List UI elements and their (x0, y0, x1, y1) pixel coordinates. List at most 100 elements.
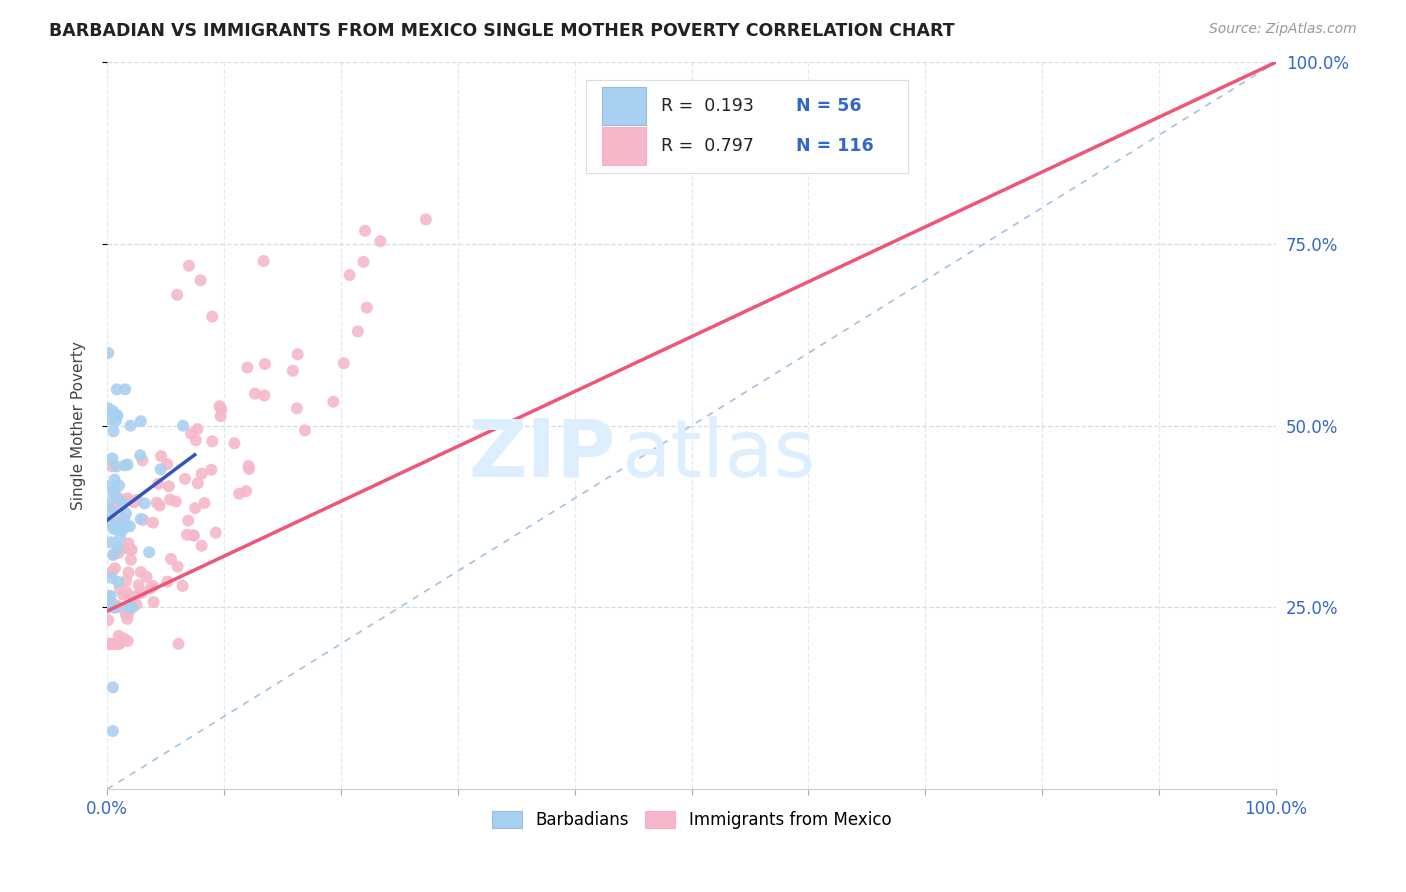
Point (128, 586, 150, 600)
Point (97, 346, 120, 360)
Point (142, 579, 165, 593)
Point (115, 507, 138, 521)
Y-axis label: Single Mother Poverty: Single Mother Poverty (72, 342, 86, 510)
Point (121, 590, 143, 604)
FancyBboxPatch shape (602, 127, 645, 165)
Point (287, 347, 309, 361)
Point (129, 565, 152, 579)
Point (111, 492, 134, 507)
Point (224, 436, 246, 450)
Point (114, 458, 136, 473)
Point (101, 512, 124, 526)
Point (115, 519, 138, 533)
Point (104, 408, 127, 422)
Point (118, 542, 141, 557)
Point (104, 598, 127, 612)
Point (149, 499, 172, 513)
Point (209, 402, 232, 417)
Point (354, 224, 377, 238)
Point (112, 632, 135, 646)
Point (145, 496, 167, 510)
Point (104, 561, 127, 575)
Point (149, 462, 172, 476)
Point (132, 513, 155, 527)
Point (97, 600, 120, 615)
Text: ZIP: ZIP (468, 416, 616, 494)
Point (117, 600, 139, 615)
Point (97, 497, 120, 511)
Point (138, 545, 160, 559)
Point (107, 409, 129, 423)
Point (125, 493, 148, 508)
Point (165, 494, 187, 508)
Point (97, 401, 120, 416)
Point (117, 606, 139, 620)
Point (134, 496, 156, 510)
Point (190, 273, 212, 287)
Point (150, 449, 173, 463)
Point (184, 434, 207, 448)
Point (100, 459, 122, 474)
Point (356, 301, 378, 315)
Point (243, 386, 266, 401)
Point (108, 530, 131, 544)
Point (184, 501, 207, 516)
Point (101, 516, 124, 531)
Text: R =  0.797: R = 0.797 (661, 136, 754, 155)
Point (105, 491, 128, 505)
Point (285, 401, 308, 416)
Point (131, 453, 153, 467)
Point (193, 496, 215, 510)
Point (101, 565, 124, 579)
Point (125, 598, 148, 612)
Point (98, 512, 121, 526)
Point (107, 599, 129, 614)
Point (186, 422, 208, 436)
Point (101, 637, 124, 651)
Point (117, 491, 139, 506)
Point (104, 600, 127, 615)
Point (118, 519, 141, 533)
Point (129, 448, 152, 462)
Point (129, 414, 152, 428)
Point (294, 423, 316, 437)
Point (98, 595, 121, 609)
Point (201, 434, 224, 449)
Point (128, 578, 150, 592)
Point (97, 480, 120, 494)
Point (111, 524, 134, 538)
Point (209, 409, 232, 424)
Point (177, 514, 200, 528)
Point (101, 724, 124, 739)
Point (112, 511, 135, 525)
Point (112, 541, 135, 555)
Point (114, 382, 136, 396)
Point (253, 357, 276, 371)
Point (228, 486, 250, 500)
Point (201, 310, 224, 324)
Point (160, 552, 183, 566)
Point (103, 487, 125, 501)
Point (100, 571, 122, 585)
Point (139, 581, 162, 595)
Point (108, 637, 131, 651)
Point (118, 589, 141, 603)
Point (177, 259, 200, 273)
Point (107, 574, 129, 589)
Point (104, 483, 127, 497)
Point (142, 595, 165, 609)
FancyBboxPatch shape (586, 79, 908, 173)
Point (108, 478, 131, 492)
Point (108, 582, 131, 596)
Point (157, 479, 180, 493)
Point (107, 546, 129, 560)
Point (252, 254, 274, 268)
Point (122, 495, 145, 509)
Point (187, 476, 209, 491)
Point (236, 360, 259, 375)
Point (112, 588, 135, 602)
Text: Source: ZipAtlas.com: Source: ZipAtlas.com (1209, 22, 1357, 37)
Point (180, 426, 202, 441)
Legend: Barbadians, Immigrants from Mexico: Barbadians, Immigrants from Mexico (485, 804, 898, 836)
Point (97, 637, 120, 651)
